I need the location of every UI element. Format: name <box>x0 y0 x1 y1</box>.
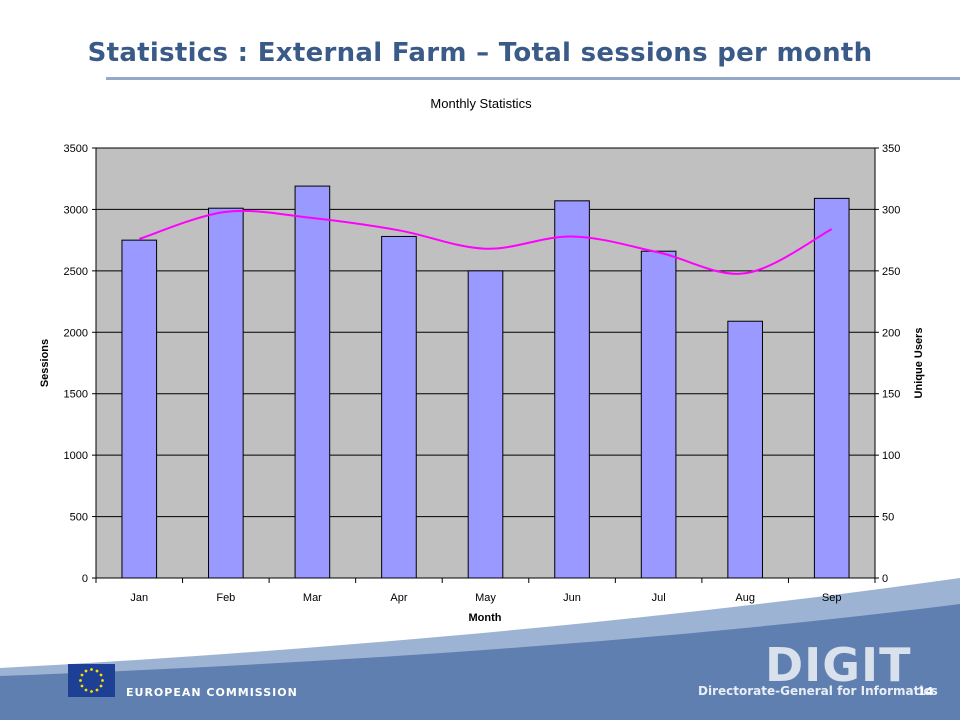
unique-users-line <box>139 209 833 275</box>
left-tick-label: 3500 <box>64 143 88 155</box>
bar <box>381 235 417 579</box>
bar <box>208 207 244 579</box>
left-tick-label: 2000 <box>64 327 88 339</box>
footer-band <box>0 578 960 720</box>
left-tick-label: 3000 <box>64 204 88 216</box>
x-tick-label: Jun <box>563 592 581 604</box>
monthly-statistics-chart: Monthly Statistics 050010001500200025003… <box>39 96 925 624</box>
eu-star <box>95 669 99 673</box>
bar <box>467 270 504 579</box>
right-tick-label: 300 <box>882 204 900 216</box>
bar <box>554 200 590 579</box>
bar <box>813 197 850 579</box>
x-tick-label: Jan <box>130 592 148 604</box>
right-tick-label: 50 <box>882 512 894 524</box>
eu-star <box>90 690 93 693</box>
right-tick-label: 150 <box>882 389 900 401</box>
x-tick-label: Jul <box>652 592 666 604</box>
x-tick-label: Mar <box>303 592 322 604</box>
left-tick-label: 1500 <box>64 389 88 401</box>
x-tick-label: Aug <box>735 592 755 604</box>
title-divider <box>106 77 960 80</box>
eu-star <box>99 684 103 688</box>
digit-logo: DIGIT <box>765 638 912 692</box>
right-tick-labels: 0 50 100 150 200 250 300 350 <box>875 143 900 585</box>
digit-subtitle: Directorate-General for Informatics <box>698 684 938 698</box>
eu-star <box>99 673 103 677</box>
eu-flag-logo <box>68 664 115 697</box>
x-tick-label: Apr <box>390 592 407 604</box>
right-tick-label: 100 <box>882 450 900 462</box>
left-tick-label: 0 <box>82 573 88 585</box>
left-tick-label: 500 <box>70 512 88 524</box>
x-tick-labels: Jan Feb Mar Apr May Jun Jul Aug Sep <box>95 578 876 604</box>
eu-star <box>80 673 84 677</box>
bar <box>121 239 158 579</box>
bar <box>640 250 677 579</box>
eu-star <box>80 684 84 688</box>
right-tick-label: 250 <box>882 266 900 278</box>
y-axis-label: Sessions <box>39 339 51 387</box>
page-number: 14 <box>918 685 934 698</box>
right-tick-label: 0 <box>882 573 888 585</box>
eu-star <box>95 688 99 692</box>
bars-series <box>121 185 850 579</box>
x-tick-label: Sep <box>822 592 842 604</box>
eu-star <box>84 688 88 692</box>
y2-axis-label: Unique Users <box>913 328 925 399</box>
bar <box>294 185 331 579</box>
x-tick-label: May <box>475 592 496 604</box>
right-tick-label: 350 <box>882 143 900 155</box>
footer-dark-wave <box>0 604 960 720</box>
eu-star <box>90 668 93 671</box>
left-tick-labels: 0 500 1000 1500 2000 2500 3000 3500 <box>64 143 96 585</box>
chart-title: Monthly Statistics <box>430 96 532 111</box>
right-tick-label: 200 <box>882 327 900 339</box>
eu-star <box>84 669 88 673</box>
left-tick-label: 2500 <box>64 266 88 278</box>
slide-title: Statistics : External Farm – Total sessi… <box>87 38 873 68</box>
x-axis-label: Month <box>469 612 502 624</box>
eu-star <box>79 679 82 682</box>
x-tick-label: Feb <box>216 592 235 604</box>
european-commission-label: EUROPEAN COMMISSION <box>126 686 298 699</box>
eu-star <box>101 679 104 682</box>
bar <box>727 320 763 579</box>
left-tick-label: 1000 <box>64 450 88 462</box>
